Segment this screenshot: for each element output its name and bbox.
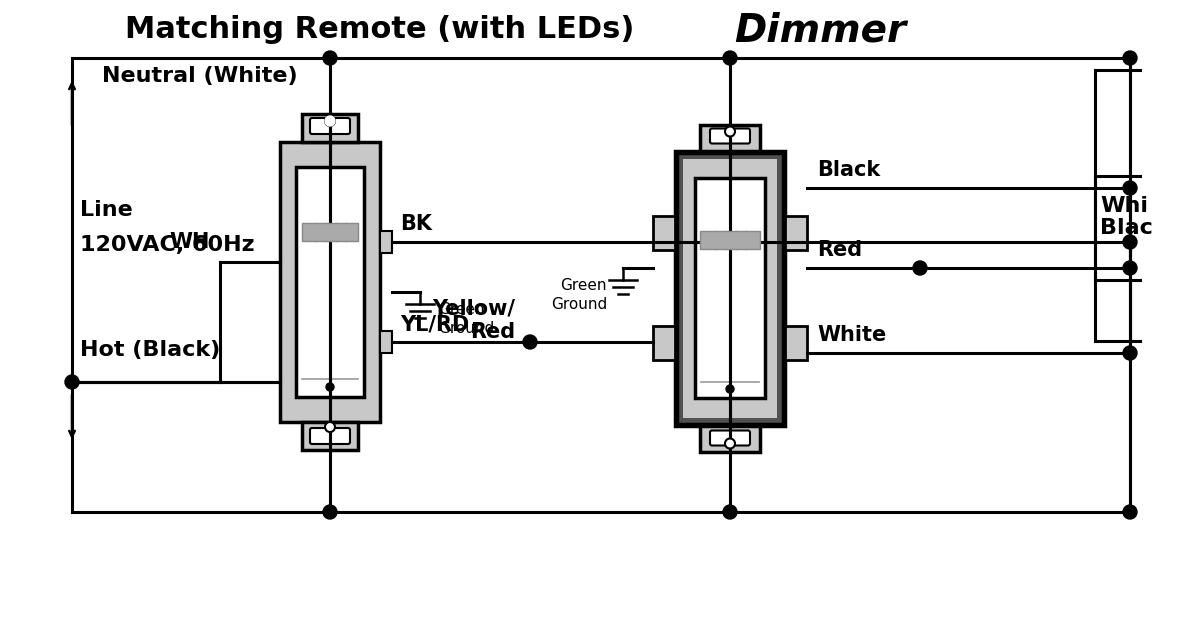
Bar: [700, 425, 760, 452]
Circle shape: [913, 261, 928, 275]
Circle shape: [523, 335, 538, 349]
Bar: [695, 178, 766, 398]
FancyBboxPatch shape: [310, 118, 350, 134]
Bar: [674, 151, 785, 425]
FancyBboxPatch shape: [710, 430, 750, 445]
Text: Neutral (White): Neutral (White): [102, 66, 298, 86]
Text: Green
Ground: Green Ground: [551, 278, 607, 312]
Circle shape: [722, 51, 737, 65]
Circle shape: [325, 116, 335, 126]
Circle shape: [1123, 51, 1138, 65]
Bar: [302, 223, 358, 241]
Text: 120VAC, 60Hz: 120VAC, 60Hz: [80, 235, 254, 255]
Bar: [380, 331, 392, 353]
Text: BK: BK: [400, 214, 432, 234]
Circle shape: [326, 383, 334, 391]
Circle shape: [1123, 181, 1138, 195]
Bar: [380, 231, 392, 253]
Text: Green
Ground: Green Ground: [438, 302, 494, 336]
Text: Black: Black: [817, 160, 881, 180]
Circle shape: [725, 438, 734, 449]
Text: YL/RD: YL/RD: [400, 314, 469, 334]
Bar: [302, 114, 358, 142]
Circle shape: [1123, 346, 1138, 360]
Text: WH: WH: [169, 232, 210, 252]
Text: Whi: Whi: [1100, 195, 1148, 215]
Bar: [700, 231, 760, 249]
FancyBboxPatch shape: [310, 428, 350, 444]
Circle shape: [1123, 235, 1138, 249]
Text: Matching Remote (with LEDs): Matching Remote (with LEDs): [125, 16, 635, 45]
Circle shape: [65, 375, 79, 389]
Text: Line: Line: [80, 200, 133, 220]
Bar: [785, 216, 808, 250]
Bar: [785, 326, 808, 360]
Circle shape: [323, 51, 337, 65]
Bar: [683, 159, 778, 418]
Text: Dimmer: Dimmer: [734, 11, 906, 49]
Circle shape: [323, 505, 337, 519]
Circle shape: [325, 116, 335, 126]
Circle shape: [1123, 505, 1138, 519]
Circle shape: [1123, 261, 1138, 275]
Text: White: White: [817, 325, 887, 345]
Bar: [677, 152, 784, 423]
Bar: [296, 167, 364, 397]
Circle shape: [325, 422, 335, 432]
Circle shape: [725, 127, 734, 137]
Bar: [302, 422, 358, 450]
Bar: [653, 326, 674, 360]
Text: Hot (Black): Hot (Black): [80, 340, 221, 360]
Bar: [653, 216, 674, 250]
Circle shape: [722, 505, 737, 519]
FancyBboxPatch shape: [710, 129, 750, 144]
Text: Blac: Blac: [1100, 218, 1153, 238]
Bar: [700, 125, 760, 151]
Bar: [280, 142, 380, 422]
Text: Yellow/
Red: Yellow/ Red: [432, 299, 515, 341]
Text: Red: Red: [817, 240, 862, 260]
Circle shape: [726, 385, 734, 393]
